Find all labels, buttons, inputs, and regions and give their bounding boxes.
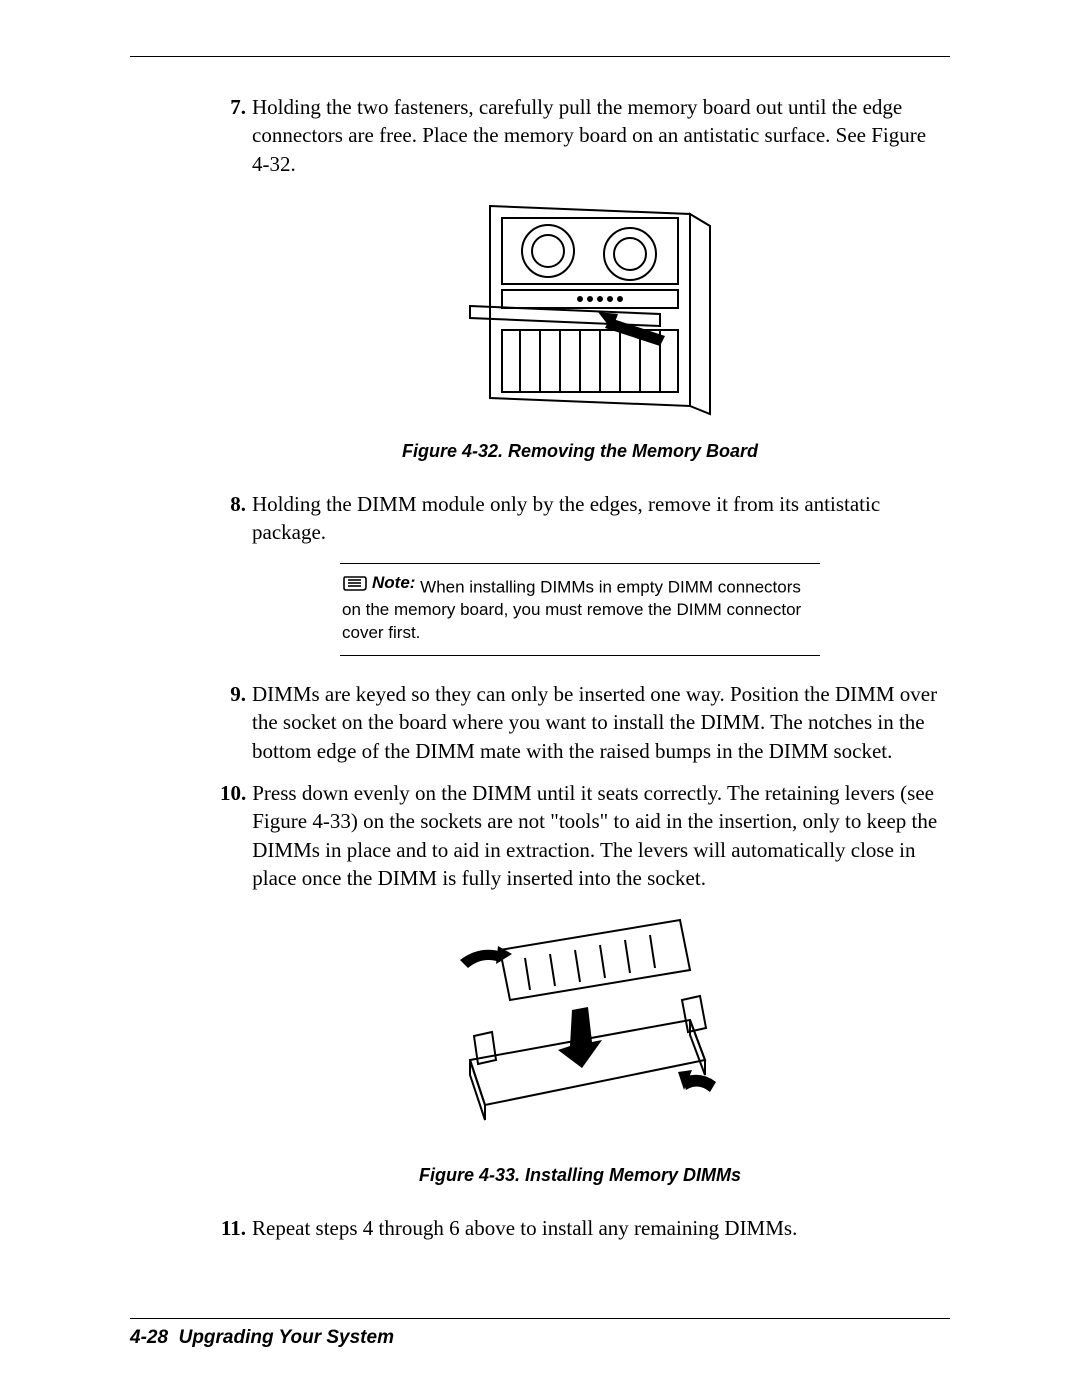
footer-page-number: 4-28 <box>130 1327 168 1348</box>
step-text: Press down evenly on the DIMM until it s… <box>252 779 940 892</box>
footer-title: Upgrading Your System <box>179 1327 394 1348</box>
note-block: Note: When installing DIMMs in empty DIM… <box>340 563 820 656</box>
step-text: Holding the two fasteners, carefully pul… <box>252 93 940 178</box>
step-number: 9. <box>220 680 252 708</box>
step-number: 10. <box>220 779 252 807</box>
step-8: 8. Holding the DIMM module only by the e… <box>220 490 940 547</box>
content-area: 7. Holding the two fasteners, carefully … <box>130 93 950 1243</box>
memory-board-removal-illustration <box>430 196 730 416</box>
step-number: 11. <box>220 1214 252 1242</box>
dimm-install-illustration <box>430 910 730 1140</box>
figure-4-32 <box>220 196 940 421</box>
step-number: 8. <box>220 490 252 518</box>
top-rule <box>130 56 950 57</box>
figure-caption-4-32: Figure 4-32. Removing the Memory Board <box>220 441 940 462</box>
note-body: Note: When installing DIMMs in empty DIM… <box>340 564 820 655</box>
note-text: Note: When installing DIMMs in empty DIM… <box>342 572 818 645</box>
footer-text: 4-28 Upgrading Your System <box>130 1327 950 1349</box>
step-9: 9. DIMMs are keyed so they can only be i… <box>220 680 940 765</box>
step-11: 11. Repeat steps 4 through 6 above to in… <box>220 1214 940 1242</box>
note-label: Note: <box>372 572 415 595</box>
figure-caption-4-33: Figure 4-33. Installing Memory DIMMs <box>220 1165 940 1186</box>
footer-rule <box>130 1318 950 1319</box>
page-footer: 4-28 Upgrading Your System <box>130 1318 950 1349</box>
step-7: 7. Holding the two fasteners, carefully … <box>220 93 940 178</box>
step-text: DIMMs are keyed so they can only be inse… <box>252 680 940 765</box>
page: 7. Holding the two fasteners, carefully … <box>0 0 1080 1397</box>
step-text: Repeat steps 4 through 6 above to instal… <box>252 1214 940 1242</box>
step-text: Holding the DIMM module only by the edge… <box>252 490 940 547</box>
figure-4-33 <box>220 910 940 1145</box>
note-icon <box>342 574 368 592</box>
note-bottom-rule <box>340 655 820 656</box>
step-number: 7. <box>220 93 252 121</box>
step-10: 10. Press down evenly on the DIMM until … <box>220 779 940 892</box>
